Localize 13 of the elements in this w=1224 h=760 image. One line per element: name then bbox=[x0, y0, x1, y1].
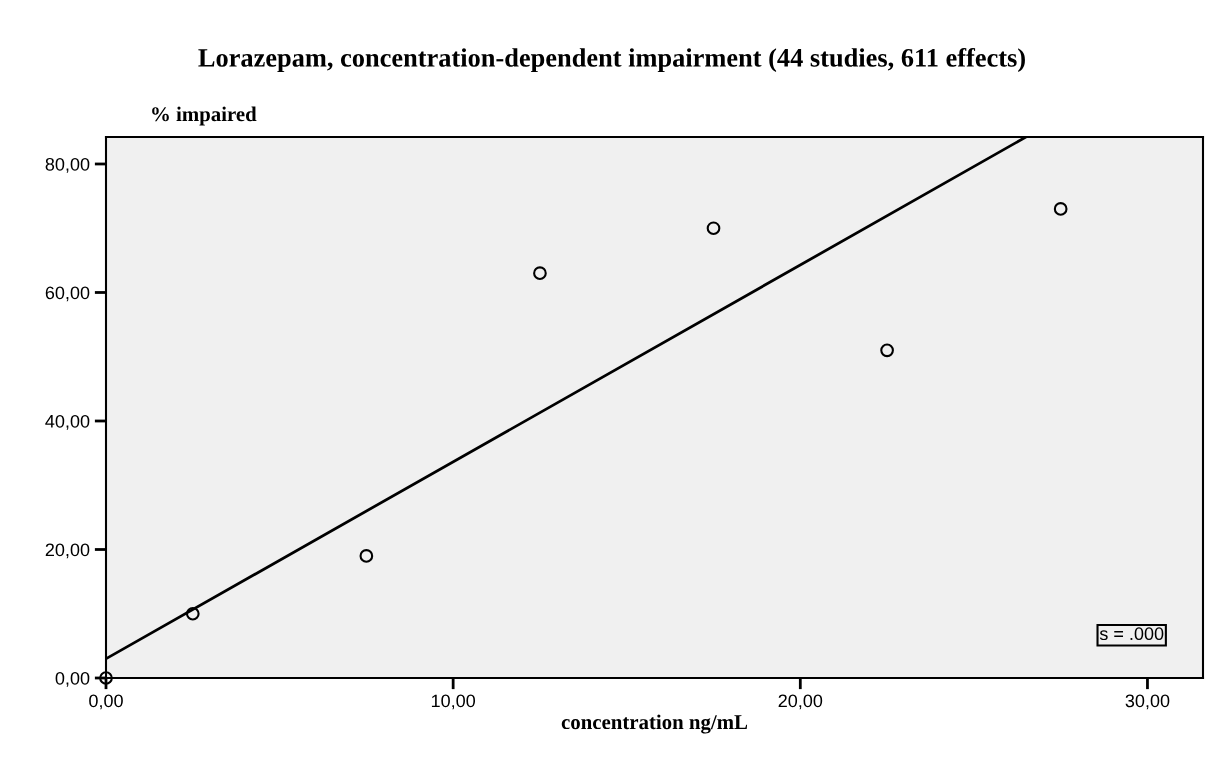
y-tick-label: 60,00 bbox=[45, 286, 90, 302]
x-tick-label: 20,00 bbox=[778, 694, 823, 710]
y-tick-label: 20,00 bbox=[45, 543, 90, 559]
y-axis-title: % impaired bbox=[152, 106, 257, 126]
y-tick-label: 80,00 bbox=[45, 157, 90, 173]
y-tick-label: 40,00 bbox=[45, 414, 90, 430]
y-tick-label: 0,00 bbox=[55, 671, 90, 687]
x-axis-title: concentration ng/mL bbox=[561, 714, 748, 734]
annotation: s = .000 bbox=[1099, 627, 1164, 641]
chart-title: Lorazepam, concentration-dependent impairment (44 studies, 611 effects) bbox=[198, 47, 1025, 73]
x-tick-label: 0,00 bbox=[89, 694, 123, 710]
x-tick-label: 10,00 bbox=[431, 694, 476, 710]
x-tick-label: 30,00 bbox=[1125, 694, 1170, 710]
